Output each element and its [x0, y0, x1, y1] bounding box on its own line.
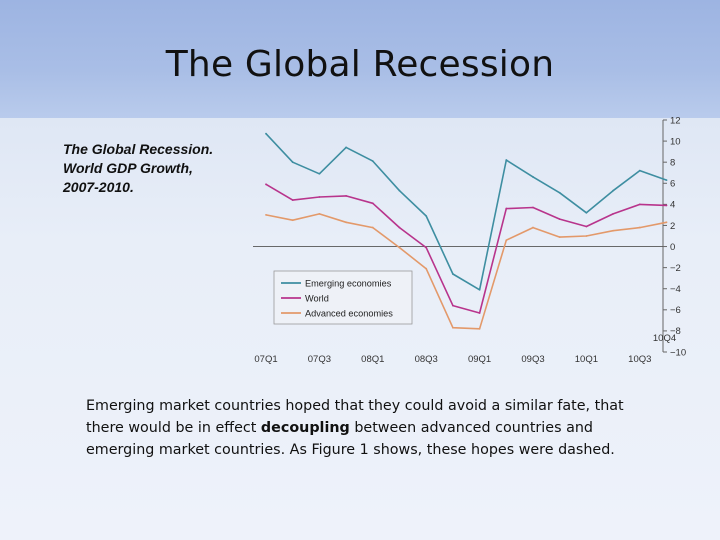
y-tick-label: −6: [670, 305, 681, 316]
title-band: [0, 0, 720, 118]
data-point: [665, 204, 668, 207]
data-point: [291, 199, 294, 202]
x-tick-label: 09Q3: [521, 354, 544, 365]
data-point: [425, 215, 428, 217]
legend-label: Emerging economies: [305, 278, 392, 288]
x-tick-label: 09Q1: [468, 354, 491, 365]
data-point: [371, 160, 374, 163]
data-point: [398, 189, 401, 192]
body-text-emphasis: decoupling: [260, 420, 350, 436]
chart-caption-line: World GDP Growth,: [63, 160, 193, 176]
data-point: [612, 189, 614, 192]
x-tick-label: 08Q1: [361, 354, 384, 365]
x-tick-label: 10Q1: [575, 354, 598, 365]
y-tick-label: −2: [670, 263, 681, 274]
data-point: [638, 226, 641, 229]
data-point: [265, 132, 267, 135]
legend-label: Advanced economies: [305, 308, 393, 318]
body-text-part: between advanced countries and emerging …: [86, 420, 615, 458]
data-point: [532, 226, 534, 229]
data-point: [452, 326, 454, 329]
y-tick-label: 2: [670, 221, 675, 232]
data-point: [558, 236, 561, 238]
data-point: [665, 221, 668, 224]
data-point: [318, 196, 321, 198]
data-point: [585, 211, 588, 214]
series-line: [265, 213, 667, 330]
x-tick-label: 07Q1: [254, 354, 277, 365]
data-point: [532, 176, 534, 178]
data-point: [478, 327, 481, 330]
data-point: [371, 202, 374, 205]
data-point: [345, 221, 347, 224]
body-paragraph: Emerging market countries hoped that the…: [86, 395, 646, 461]
data-point: [345, 195, 347, 197]
data-point: [505, 159, 508, 161]
y-tick-label: 4: [670, 200, 675, 211]
data-point: [265, 214, 267, 216]
data-point: [371, 226, 374, 229]
data-point: [665, 179, 668, 182]
series-line: [265, 133, 667, 291]
data-point: [291, 219, 294, 222]
x-tick-label: 08Q3: [415, 354, 438, 365]
data-point: [505, 239, 508, 242]
data-point: [585, 225, 588, 228]
data-point: [478, 288, 481, 291]
data-point: [505, 207, 508, 210]
data-point: [532, 206, 534, 209]
data-point: [558, 191, 561, 194]
data-point: [425, 246, 428, 249]
y-tick-label: 8: [670, 157, 675, 168]
body-text-part: Emerging market countries hoped that the…: [86, 398, 624, 436]
data-point: [318, 212, 321, 215]
data-point: [265, 183, 267, 186]
data-point: [478, 312, 481, 314]
x-tick-label: 10Q4: [653, 333, 676, 344]
y-tick-label: −4: [670, 284, 681, 295]
data-point: [318, 172, 321, 175]
data-point: [452, 304, 454, 307]
data-point: [398, 226, 401, 229]
data-point: [558, 218, 561, 221]
chart-caption-line: The Global Recession.: [63, 141, 214, 157]
y-tick-label: 10: [670, 136, 681, 147]
slide-title: The Global Recession: [165, 44, 555, 85]
data-point: [612, 212, 614, 215]
series-line: [265, 183, 667, 314]
chart-caption-line: 2007-2010.: [63, 179, 134, 195]
data-point: [425, 267, 428, 270]
data-point: [291, 161, 294, 164]
data-point: [612, 229, 614, 232]
y-tick-label: −8: [670, 326, 681, 337]
data-point: [398, 246, 401, 249]
y-tick-label: −10: [670, 347, 686, 358]
x-tick-label: 10Q3: [628, 354, 651, 365]
y-tick-label: 6: [670, 179, 675, 190]
y-tick-label: 0: [670, 242, 675, 253]
y-tick-label: 12: [670, 115, 681, 126]
data-point: [638, 169, 641, 172]
data-point: [638, 203, 641, 206]
data-point: [585, 235, 588, 237]
legend-label: World: [305, 293, 329, 303]
data-point: [452, 273, 454, 275]
x-tick-label: 07Q3: [308, 354, 331, 365]
chart-caption: The Global Recession. World GDP Growth, …: [63, 140, 253, 197]
data-point: [345, 146, 347, 149]
